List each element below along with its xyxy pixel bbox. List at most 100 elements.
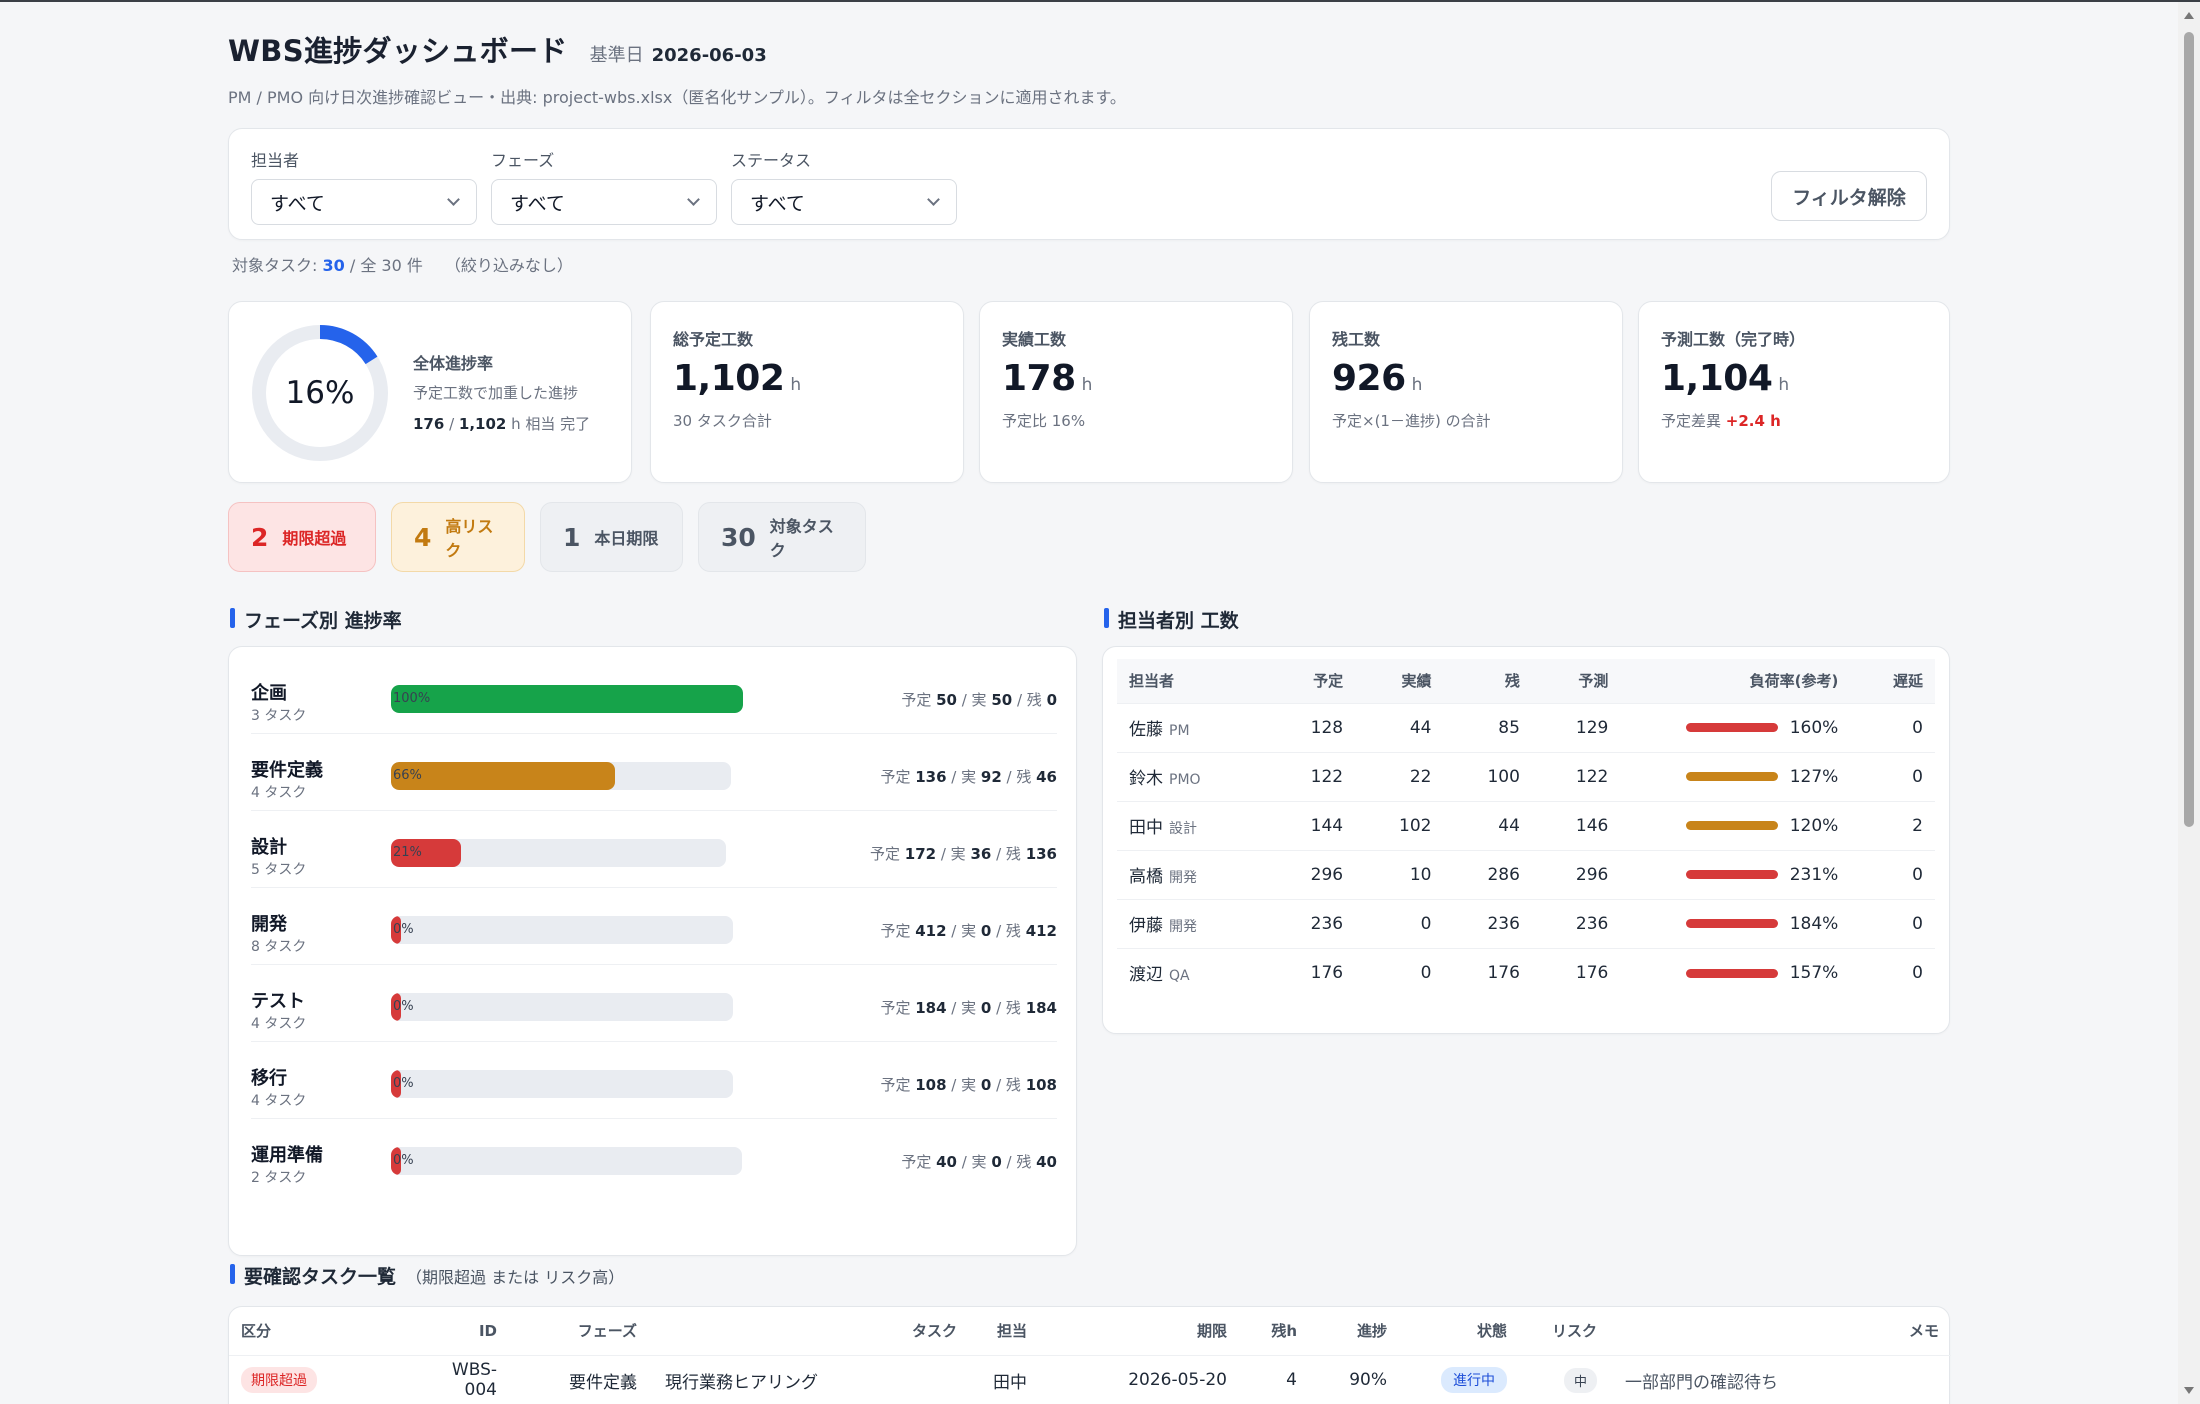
due-today-count: 1 <box>563 522 581 552</box>
phase-percent: 66% <box>393 768 422 783</box>
assignee-select-value: すべて <box>270 192 325 215</box>
member-remain: 236 <box>1443 898 1532 948</box>
task-progress: 90% <box>1309 1354 1399 1404</box>
phase-hours: 予定 40 / 実 0 / 残 40 <box>901 1151 1057 1172</box>
member-load: 157% <box>1789 963 1839 983</box>
col-assignee[interactable]: 担当者 <box>1117 659 1267 703</box>
target-tasks-badge[interactable]: 30 対象タスク <box>698 502 866 572</box>
filter-panel: 担当者 すべて フェーズ すべて ステータス すべて フィルタ解除 <box>228 128 1950 240</box>
remain-label: / 残 <box>991 922 1026 940</box>
phase-progress-card: 企画 3 タスク 100% 予定 50 / 実 50 / 残 0 要件定義 4 タスク 66… <box>228 646 1077 1256</box>
member-row[interactable]: 田中 設計 144 102 44 146 120% 2 <box>1117 800 1935 850</box>
phase-progress-track: 0% <box>391 993 733 1021</box>
overall-progress-card: 16% 全体進捗率 予定工数で加重した進捗 176 / 1,102 h 相当 完… <box>228 301 632 483</box>
member-name: 田中 <box>1129 818 1163 838</box>
member-name: 鈴木 <box>1129 769 1163 789</box>
due-today-badge[interactable]: 1 本日期限 <box>540 502 683 572</box>
scrollbar-thumb[interactable] <box>2184 32 2194 827</box>
member-plan: 236 <box>1266 898 1356 948</box>
member-late: 0 <box>1850 898 1935 948</box>
phase-remain-hours: 0 <box>1046 691 1057 709</box>
member-actual: 0 <box>1355 898 1444 948</box>
col-load[interactable]: 負荷率(参考) <box>1620 659 1851 703</box>
col-due[interactable]: 期限 <box>1196 1322 1227 1341</box>
col-remain-h[interactable]: 残h <box>1271 1322 1297 1341</box>
col-progress[interactable]: 進捗 <box>1356 1322 1387 1341</box>
actual-label: / 実 <box>946 768 981 786</box>
member-row[interactable]: 鈴木 PMO 122 22 100 122 127% 0 <box>1117 751 1935 801</box>
phase-progress-track: 0% <box>391 1147 742 1175</box>
member-name-cell: 鈴木 PMO <box>1117 751 1267 801</box>
task-status-cell: 進行中 <box>1399 1354 1519 1404</box>
member-load-cell: 157% <box>1620 947 1851 997</box>
scrollbar[interactable] <box>2178 2 2200 1404</box>
phase-remain-hours: 412 <box>1025 922 1057 940</box>
phase-progress-fill <box>391 1147 401 1175</box>
col-phase[interactable]: フェーズ <box>577 1322 637 1341</box>
phase-progress-fill <box>391 916 401 944</box>
col-late[interactable]: 遅延 <box>1850 659 1935 703</box>
high-risk-badge[interactable]: 4 高リスク <box>391 502 525 572</box>
phase-percent: 0% <box>393 922 414 937</box>
member-row[interactable]: 高橋 開発 296 10 286 296 231% 0 <box>1117 849 1935 899</box>
member-name: 佐藤 <box>1129 720 1163 740</box>
phase-name: 開発 <box>251 914 287 935</box>
phase-actual-hours: 0 <box>980 922 992 940</box>
col-actual[interactable]: 実績 <box>1355 659 1444 703</box>
col-plan[interactable]: 予定 <box>1266 659 1356 703</box>
phase-name: 移行 <box>251 1068 287 1089</box>
phase-progress-fill <box>391 839 462 867</box>
page-subtitle: PM / PMO 向け日次進捗確認ビュー・出典: project-wbs.xls… <box>228 88 1126 107</box>
actual-label: / 実 <box>936 845 971 863</box>
assignee-filter: 担当者 すべて <box>251 147 477 225</box>
col-forecast[interactable]: 予測 <box>1531 659 1621 703</box>
phase-remain-hours: 40 <box>1036 1153 1057 1171</box>
col-id[interactable]: ID <box>478 1321 497 1340</box>
member-late: 0 <box>1850 849 1935 899</box>
col-remain[interactable]: 残 <box>1443 659 1532 703</box>
remain-label: / 残 <box>991 845 1026 863</box>
status-select[interactable]: すべて <box>731 179 957 225</box>
phase-hours: 予定 50 / 実 50 / 残 0 <box>901 689 1057 710</box>
member-role: 設計 <box>1169 821 1197 837</box>
member-table: 担当者 予定 実績 残 予測 負荷率(参考) 遅延 佐藤 PM 128 44 85 129… <box>1117 659 1935 997</box>
remain-label: / 残 <box>1012 691 1047 709</box>
col-status[interactable]: 状態 <box>1476 1322 1507 1341</box>
phase-actual-hours: 36 <box>970 845 992 863</box>
scroll-up-icon[interactable] <box>2184 12 2194 19</box>
member-row[interactable]: 渡辺 QA 176 0 176 176 157% 0 <box>1117 947 1935 997</box>
progress-sep: / <box>444 415 459 433</box>
phase-select[interactable]: すべて <box>491 179 717 225</box>
actual-hours-card: 実績工数 178 h 予定比 16% <box>979 301 1293 483</box>
plan-label: 予定 <box>901 1153 937 1171</box>
overdue-badge[interactable]: 2 期限超過 <box>228 502 376 572</box>
member-name-cell: 渡辺 QA <box>1117 947 1267 997</box>
load-bar <box>1685 772 1778 782</box>
member-actual: 10 <box>1355 849 1444 899</box>
member-hours-card: 担当者 予定 実績 残 予測 負荷率(参考) 遅延 佐藤 PM 128 44 85 129… <box>1102 646 1950 1034</box>
member-remain: 100 <box>1443 751 1532 801</box>
task-row[interactable]: 期限超過 WBS-004 要件定義 現行業務ヒアリング 田中 2026-05-2… <box>229 1354 1951 1404</box>
member-forecast: 146 <box>1531 800 1621 850</box>
col-task[interactable]: タスク <box>911 1322 957 1341</box>
col-owner[interactable]: 担当 <box>996 1322 1027 1341</box>
plan-label: 予定 <box>870 845 905 863</box>
task-list-card: 区分 ID フェーズ タスク 担当 期限 残h 進捗 状態 リスク メモ 期限超… <box>228 1306 1951 1404</box>
remain-label: / 残 <box>991 1076 1026 1094</box>
phase-row: 要件定義 4 タスク 66% 予定 136 / 実 92 / 残 46 <box>251 734 1057 811</box>
col-memo[interactable]: メモ <box>1908 1322 1939 1341</box>
member-row[interactable]: 佐藤 PM 128 44 85 129 160% 0 <box>1117 702 1935 752</box>
member-plan: 176 <box>1266 947 1356 997</box>
col-risk[interactable]: リスク <box>1551 1322 1597 1341</box>
phase-name: テスト <box>251 991 305 1012</box>
target-count-prefix: 対象タスク: <box>232 256 323 275</box>
clear-filter-button[interactable]: フィルタ解除 <box>1771 171 1927 221</box>
member-forecast: 296 <box>1531 849 1621 899</box>
member-name-cell: 田中 設計 <box>1117 800 1267 850</box>
col-kind[interactable]: 区分 <box>241 1322 272 1341</box>
assignee-select[interactable]: すべて <box>251 179 477 225</box>
scroll-down-icon[interactable] <box>2184 1387 2194 1394</box>
member-load: 160% <box>1789 717 1839 738</box>
member-row[interactable]: 伊藤 開発 236 0 236 236 184% 0 <box>1117 898 1935 948</box>
remaining-hours-unit: h <box>1411 375 1423 395</box>
